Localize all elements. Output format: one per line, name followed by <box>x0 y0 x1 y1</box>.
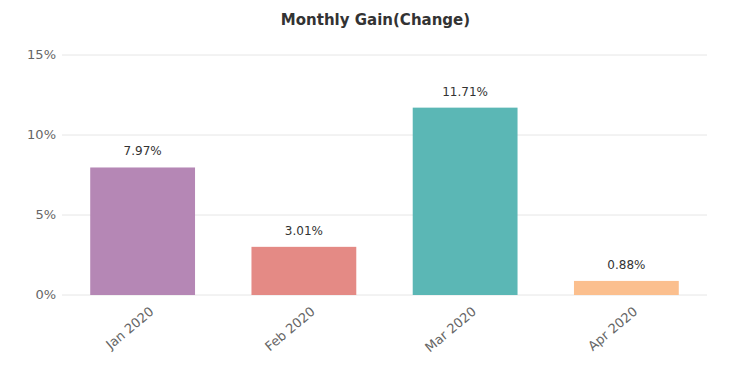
data-label: 3.01% <box>285 224 323 238</box>
bar <box>251 247 356 295</box>
x-tick-label: Jan 2020 <box>102 304 156 353</box>
grid <box>62 55 707 295</box>
title: Monthly Gain(Change) <box>281 11 470 29</box>
grid-line <box>62 135 707 136</box>
bars <box>90 108 679 295</box>
data-label: 11.71% <box>442 85 488 99</box>
bar <box>413 108 518 295</box>
data-label: 7.97% <box>124 144 162 158</box>
y-tick-label: 0% <box>35 287 56 302</box>
grid-line <box>62 55 707 56</box>
bar <box>574 281 679 295</box>
y-tick-label: 5% <box>35 207 56 222</box>
x-tick-label: Mar 2020 <box>422 304 479 355</box>
bar <box>90 167 195 295</box>
y-tick-label: 10% <box>27 127 56 142</box>
y-tick-label: 15% <box>27 47 56 62</box>
data-label: 0.88% <box>607 258 645 272</box>
chart: Monthly Gain(Change) 0% 5% 10% 15% 7.97% Jan 2… <box>0 0 751 377</box>
chart-container: Monthly Gain(Change) 0% 5% 10% 15% 7.97% Jan 2… <box>0 0 751 377</box>
x-tick-label: Apr 2020 <box>585 304 640 354</box>
x-tick-label: Feb 2020 <box>262 304 318 354</box>
